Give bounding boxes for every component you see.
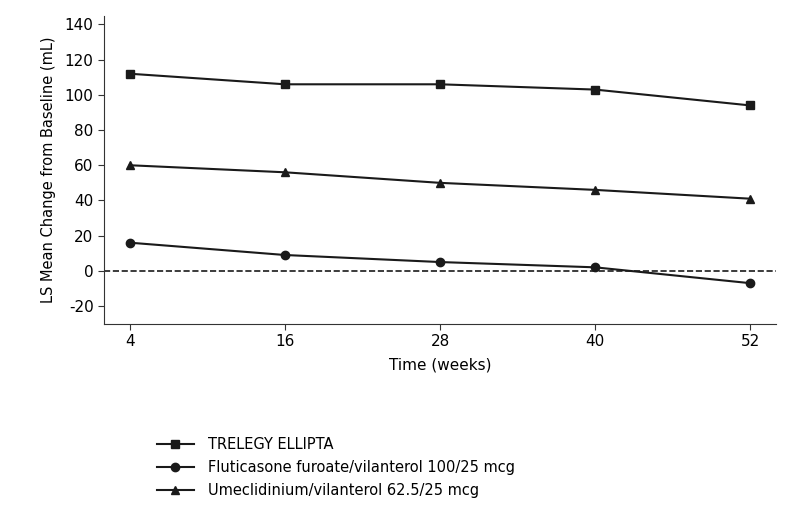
Legend: TRELEGY ELLIPTA, Fluticasone furoate/vilanterol 100/25 mcg, Umeclidinium/vilante: TRELEGY ELLIPTA, Fluticasone furoate/vil… xyxy=(151,432,521,504)
Y-axis label: LS Mean Change from Baseline (mL): LS Mean Change from Baseline (mL) xyxy=(42,37,56,303)
X-axis label: Time (weeks): Time (weeks) xyxy=(389,358,491,372)
